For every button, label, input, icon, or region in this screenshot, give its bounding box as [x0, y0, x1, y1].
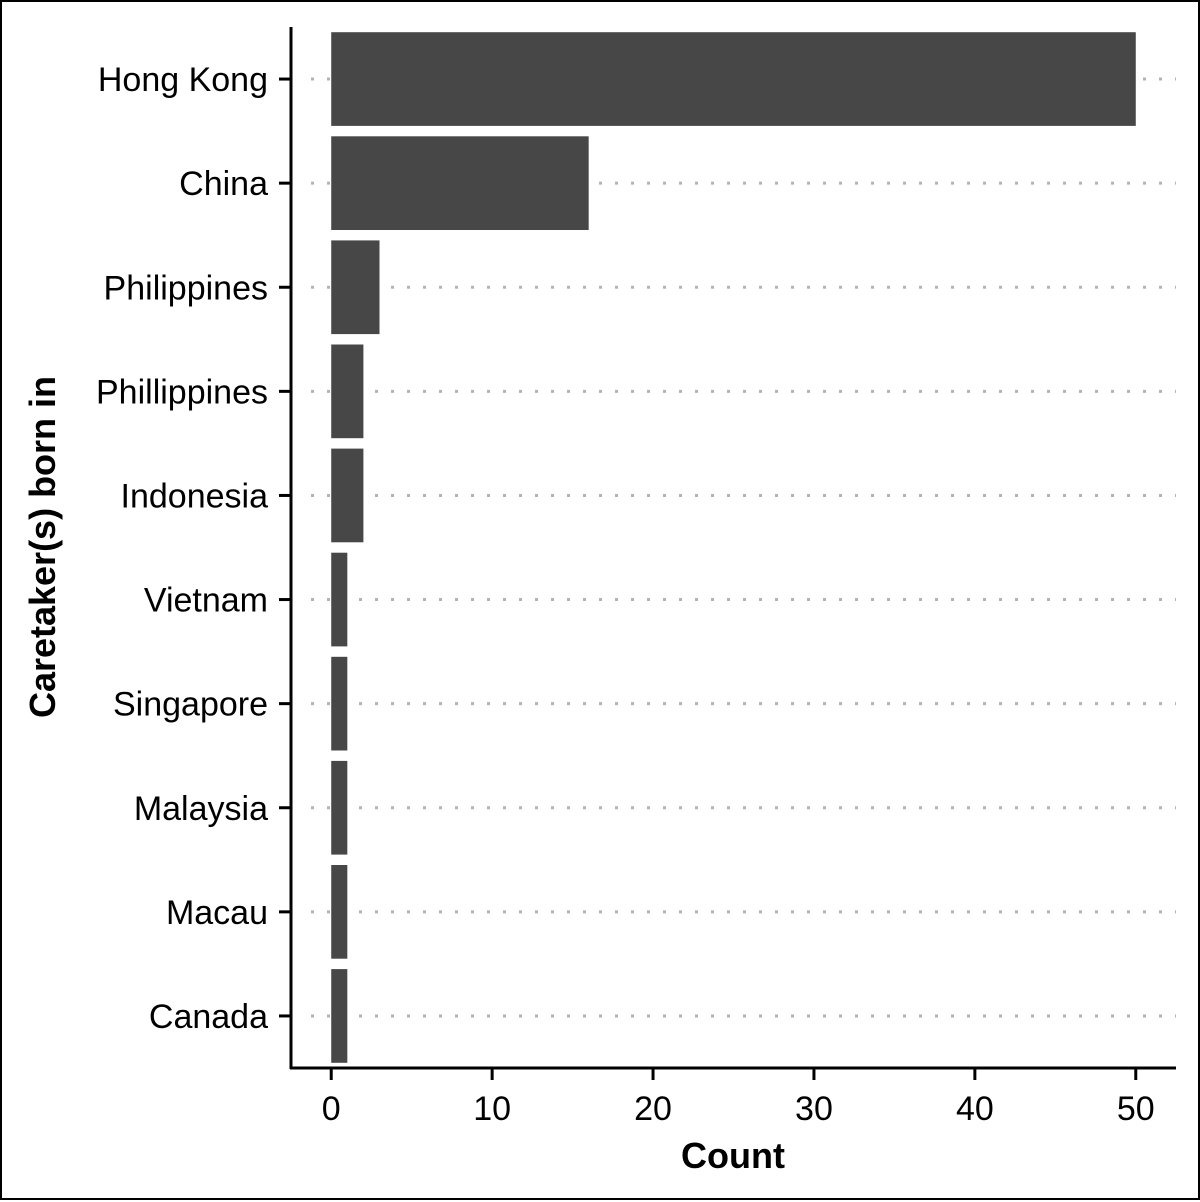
y-tick-label-6: Singapore — [113, 686, 268, 724]
y-tick-label-5: Vietnam — [144, 582, 268, 620]
x-tick-label-2: 20 — [634, 1090, 672, 1128]
y-tick-label-3: Phillippines — [96, 373, 268, 411]
bar-8 — [331, 865, 348, 959]
x-tick-label-4: 40 — [956, 1090, 994, 1128]
y-tick-label-0: Hong Kong — [98, 61, 268, 99]
y-tick-label-2: Philippines — [104, 269, 268, 307]
bar-4 — [331, 448, 364, 543]
x-axis-title: Count — [681, 1135, 785, 1176]
x-tick-label-1: 10 — [473, 1090, 511, 1128]
bar-1 — [331, 136, 589, 230]
y-tick-label-1: China — [179, 165, 268, 203]
bars — [331, 32, 1136, 1063]
y-tick-label-4: Indonesia — [121, 477, 269, 515]
y-tick-label-9: Canada — [149, 998, 268, 1036]
y-axis-title: Caretaker(s) born in — [22, 376, 63, 718]
bar-9 — [331, 969, 348, 1063]
x-tick-label-5: 50 — [1117, 1090, 1155, 1128]
x-tick-label-0: 0 — [322, 1090, 341, 1128]
bar-7 — [331, 760, 348, 855]
y-axis-ticks: Hong Kong China Philippines Phillippines Ind… — [96, 61, 291, 1036]
bar-0 — [331, 32, 1136, 126]
x-axis-ticks: 0 10 20 30 40 50 — [322, 1068, 1155, 1128]
bar-2 — [331, 240, 380, 335]
bar-3 — [331, 344, 364, 439]
x-tick-label-3: 30 — [795, 1090, 833, 1128]
y-tick-label-7: Malaysia — [134, 790, 268, 828]
bar-6 — [331, 656, 348, 751]
bar-5 — [331, 552, 348, 647]
y-tick-label-8: Macau — [166, 894, 268, 932]
